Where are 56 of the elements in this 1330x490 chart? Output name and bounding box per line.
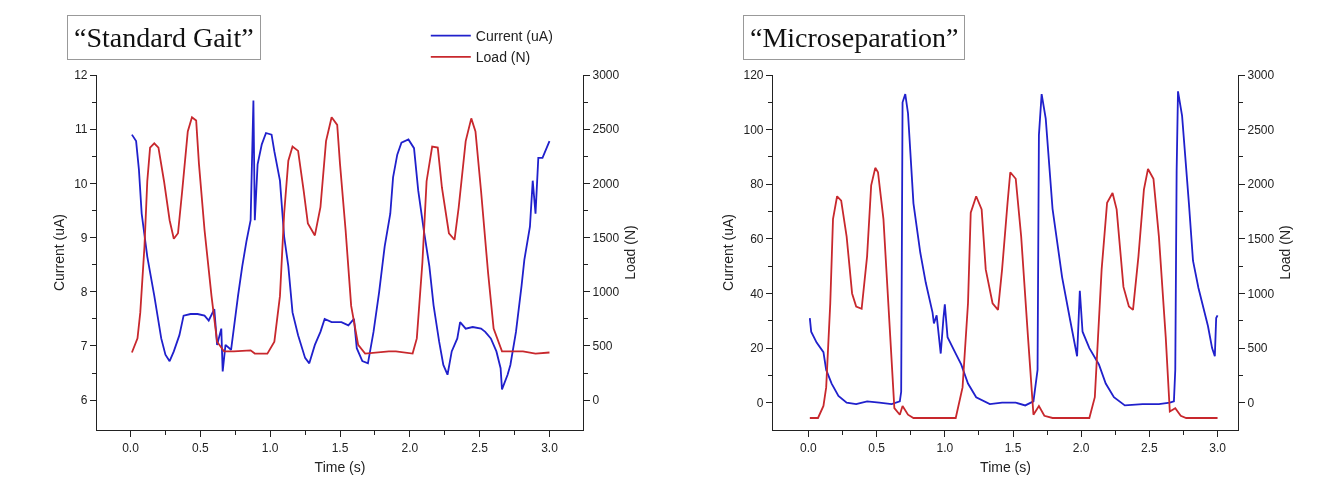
y2-tick-label: 0 [592,393,600,408]
x-tick-label: 1.0 [936,440,954,455]
x-tick-label: 1.5 [1004,440,1022,455]
x-tick-label: 2.0 [1072,440,1090,455]
x-tick-label: 2.5 [1141,440,1159,455]
y2-tick-label: 2000 [592,176,620,191]
y-axis-title: Current (uA) [720,213,737,292]
x-tick-label: 2.5 [471,440,489,455]
y-tick-label: 11 [75,122,88,137]
legend-label: Load (N) [475,49,531,66]
y2-tick-label: 2500 [592,122,620,137]
y2-tick-label: 2500 [1247,122,1275,137]
x-tick-label: 0.0 [800,440,818,455]
x-tick-label: 0.5 [868,440,886,455]
y2-tick-label: 3000 [1247,68,1275,83]
y-tick-label: 100 [743,122,764,137]
y-axis-title: Current (uA) [50,213,67,292]
y-tick-label: 9 [80,230,88,245]
chart-title: “Standard Gait” [74,22,254,53]
y-tick-label: 10 [74,176,88,191]
y2-tick-label: 500 [592,339,613,354]
y2-tick-label: 2000 [1247,177,1275,192]
line-series [131,116,551,355]
y2-axis-title: Load (N) [621,225,638,280]
y-tick-label: 12 [74,68,88,83]
x-tick-label: 3.0 [1209,440,1227,455]
legend-label: Current (uA) [475,28,553,45]
y2-tick-label: 0 [1247,395,1255,410]
y-tick-label: 80 [750,177,764,192]
y2-tick-label: 1000 [1247,286,1275,301]
y2-tick-label: 3000 [592,68,620,83]
x-axis-title: Time (s) [980,458,1031,475]
y-tick-label: 20 [750,341,764,356]
y2-axis-title: Load (N) [1276,225,1293,280]
y-tick-label: 6 [80,393,88,408]
y-tick-label: 60 [750,232,764,247]
y2-tick-label: 1500 [1247,232,1275,247]
chart-title: “Microseparation” [750,22,959,53]
y-tick-label: 40 [750,286,764,301]
line-series [131,99,551,391]
y2-tick-label: 1000 [592,284,620,299]
y-tick-label: 0 [756,395,764,410]
y-tick-label: 8 [80,284,88,299]
x-tick-label: 3.0 [541,440,559,455]
line-series [808,90,1219,407]
y2-tick-label: 1500 [592,230,620,245]
x-tick-label: 2.0 [401,440,419,455]
y-tick-label: 7 [80,339,88,354]
y2-tick-label: 500 [1247,341,1268,356]
x-tick-label: 0.5 [192,440,209,455]
x-tick-label: 1.5 [331,440,349,455]
x-tick-label: 0.0 [122,440,140,455]
line-series [808,166,1219,419]
x-tick-label: 1.0 [261,440,279,455]
y-tick-label: 120 [743,68,764,83]
x-axis-title: Time (s) [314,458,366,475]
